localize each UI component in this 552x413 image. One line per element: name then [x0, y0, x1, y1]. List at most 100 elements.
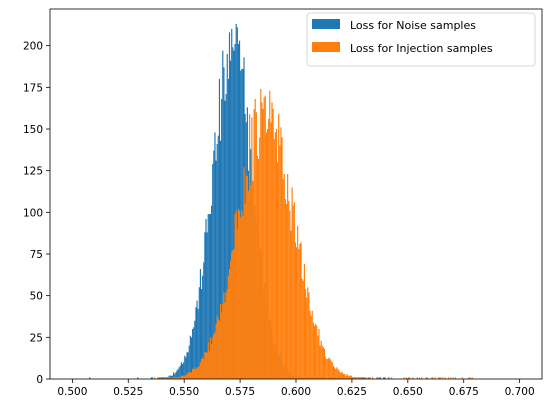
- noise-bar: [379, 377, 382, 379]
- noise-bar: [167, 377, 169, 379]
- injection-bar: [412, 377, 414, 379]
- injection-bar: [260, 89, 262, 379]
- injection-bar: [299, 244, 301, 379]
- injection-bar: [391, 377, 393, 379]
- noise-bar: [213, 150, 215, 379]
- injection-bar: [279, 145, 281, 379]
- injection-bar: [326, 359, 328, 379]
- injection-bar: [249, 114, 251, 379]
- injection-bar: [440, 377, 442, 379]
- injection-bar: [337, 369, 339, 379]
- injection-bar: [448, 377, 450, 379]
- noise-bar: [232, 47, 234, 379]
- noise-bar: [192, 329, 194, 379]
- injection-bar: [431, 377, 433, 379]
- injection-bar: [168, 377, 170, 379]
- injection-bar: [263, 97, 265, 379]
- noise-bar: [190, 337, 193, 379]
- injection-bar: [215, 324, 217, 379]
- injection-bar: [188, 372, 190, 379]
- injection-bar: [177, 377, 179, 379]
- injection-bar: [300, 242, 302, 379]
- injection-bar: [387, 377, 389, 379]
- injection-bar: [328, 357, 330, 379]
- injection-bar: [306, 297, 308, 379]
- injection-bar: [276, 162, 279, 379]
- injection-bar: [176, 377, 178, 379]
- injection-bar: [243, 167, 245, 379]
- injection-bar: [204, 352, 206, 379]
- injection-bar: [180, 375, 182, 379]
- legend-box: [306, 12, 536, 67]
- injection-bar: [261, 102, 263, 379]
- injection-bar: [184, 375, 186, 379]
- injection-bar: [421, 377, 423, 379]
- noise-bar: [198, 287, 200, 379]
- injection-bar: [454, 377, 456, 379]
- x-tick-label: 0.700: [505, 386, 535, 398]
- injection-bar: [407, 377, 409, 379]
- injection-bar: [294, 242, 297, 379]
- injection-bar: [336, 367, 338, 379]
- injection-bar: [284, 199, 286, 379]
- noise-bar: [218, 79, 221, 379]
- injection-bar: [231, 252, 233, 379]
- injection-bar: [278, 114, 280, 379]
- x-tick-label: 0.675: [449, 386, 479, 398]
- injection-bar: [315, 324, 317, 379]
- injection-bar: [335, 369, 337, 379]
- injection-bars: [153, 89, 473, 380]
- injection-bar: [317, 335, 319, 379]
- injection-bar: [162, 377, 165, 379]
- injection-bar: [165, 377, 167, 379]
- y-tick-label: 25: [30, 332, 43, 344]
- injection-bar: [232, 250, 234, 379]
- injection-bar: [369, 377, 371, 379]
- noise-bar: [376, 377, 378, 379]
- noise-bar: [160, 377, 162, 379]
- injection-bar: [347, 375, 349, 379]
- injection-bar: [332, 365, 335, 379]
- injection-bar: [203, 359, 205, 379]
- noise-bar: [367, 377, 369, 379]
- injection-bar: [360, 377, 363, 379]
- injection-bar: [280, 127, 282, 379]
- injection-bar: [283, 174, 285, 379]
- x-tick-label: 0.500: [57, 386, 87, 398]
- injection-bar: [321, 345, 323, 379]
- injection-bar: [419, 377, 421, 379]
- noise-bar: [185, 357, 187, 379]
- injection-bar: [408, 377, 411, 379]
- injection-bar: [218, 320, 221, 379]
- noise-bar: [150, 377, 152, 379]
- noise-bar: [219, 140, 222, 379]
- injection-bar: [240, 217, 242, 379]
- injection-bar: [242, 215, 244, 379]
- injection-bar: [205, 352, 207, 379]
- injection-bar: [214, 332, 216, 379]
- injection-bar: [174, 377, 176, 379]
- injection-bar: [223, 292, 225, 379]
- injection-bar: [268, 119, 270, 379]
- injection-bar: [320, 340, 322, 379]
- injection-bar: [425, 377, 427, 379]
- injection-bar: [237, 209, 240, 379]
- injection-bar: [271, 102, 273, 379]
- injection-bar: [357, 377, 359, 379]
- injection-bar: [207, 342, 209, 379]
- noise-bar: [234, 44, 236, 379]
- noise-bar: [203, 262, 205, 379]
- noise-bar: [199, 269, 202, 379]
- injection-bar: [183, 375, 185, 379]
- injection-bar: [257, 159, 260, 379]
- y-tick-label: 0: [36, 374, 43, 386]
- y-axis: 0 25 50 75 100 125 150 175 200: [23, 41, 50, 386]
- noise-bar: [214, 132, 216, 379]
- injection-bar: [197, 367, 199, 379]
- injection-bar: [245, 175, 247, 379]
- injection-bar: [255, 112, 257, 379]
- injection-bar: [230, 260, 232, 379]
- noise-bar: [179, 365, 181, 379]
- injection-bar: [192, 369, 194, 379]
- noise-bar: [230, 60, 232, 380]
